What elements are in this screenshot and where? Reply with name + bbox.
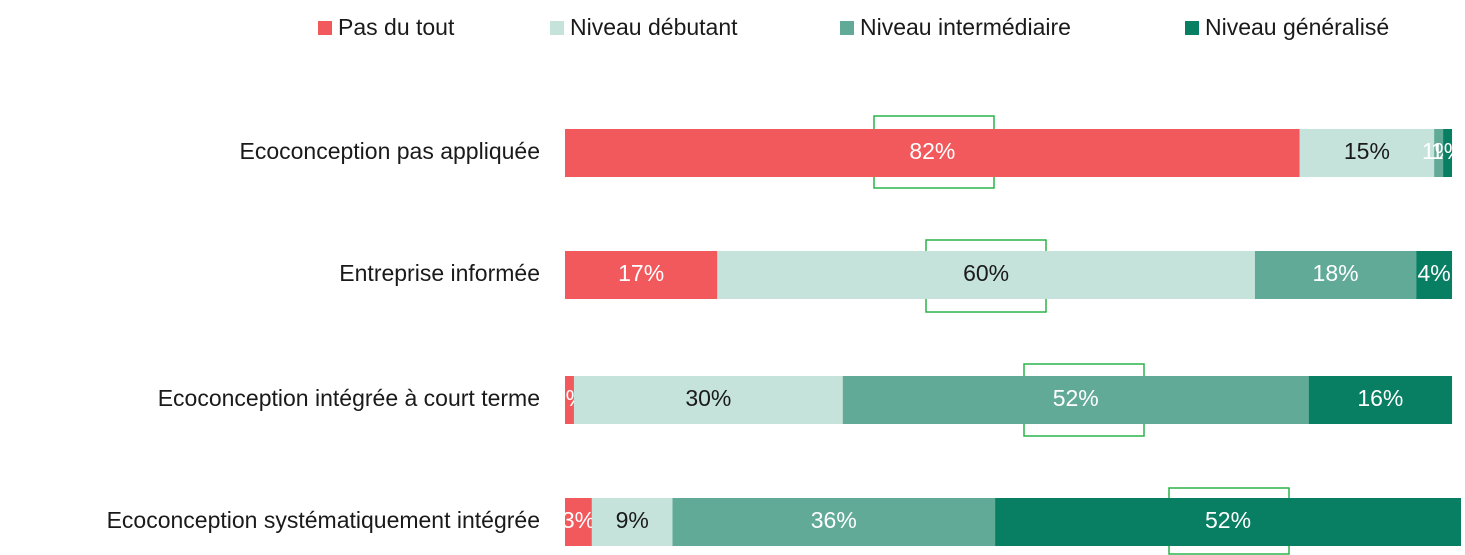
- legend-swatch: [550, 21, 564, 35]
- legend-label: Pas du tout: [338, 14, 455, 40]
- bar-segment: [573, 376, 843, 424]
- category-label: Ecoconception intégrée à court terme: [158, 385, 540, 411]
- legend-label: Niveau débutant: [570, 14, 738, 40]
- value-label: 52%: [1205, 507, 1251, 533]
- bar-segment: [565, 251, 718, 299]
- value-label: 30%: [685, 385, 731, 411]
- category-label: Ecoconception systématiquement intégrée: [107, 507, 540, 533]
- bar-segment: [1416, 251, 1453, 299]
- highlight-boxes: [873, 115, 1290, 555]
- bar-segment: [1434, 129, 1444, 177]
- bar-segment: [672, 498, 996, 546]
- legend-swatch: [318, 21, 332, 35]
- bar-segment: [842, 376, 1309, 424]
- bar-segment: [565, 376, 574, 424]
- bar-segment: [1299, 129, 1435, 177]
- value-label: 82%: [909, 138, 955, 164]
- legend-swatch: [1185, 21, 1199, 35]
- value-label: 1%: [1431, 138, 1464, 164]
- value-label: 36%: [811, 507, 857, 533]
- legend-label: Niveau intermédiaire: [860, 14, 1071, 40]
- value-label: 17%: [618, 260, 664, 286]
- bar-segment: [1308, 376, 1453, 424]
- bar-segment: [565, 129, 1300, 177]
- value-label: 60%: [963, 260, 1009, 286]
- bar-segment: [717, 251, 1255, 299]
- bar-segment: [995, 498, 1461, 546]
- bar-segment: [1443, 129, 1453, 177]
- value-label: 52%: [1053, 385, 1099, 411]
- category-label: Ecoconception pas appliquée: [239, 138, 540, 164]
- bar-segment: [565, 498, 592, 546]
- category-label: Entreprise informée: [339, 260, 540, 286]
- value-label: 16%: [1357, 385, 1403, 411]
- bar-segment: [1254, 251, 1417, 299]
- value-label: 9%: [616, 507, 649, 533]
- value-label: 18%: [1313, 260, 1359, 286]
- value-label: 3%: [562, 507, 595, 533]
- value-label: 15%: [1344, 138, 1390, 164]
- value-label: 4%: [1417, 260, 1450, 286]
- legend-label: Niveau généralisé: [1205, 14, 1389, 40]
- legend-swatch: [840, 21, 854, 35]
- bar-segment: [591, 498, 673, 546]
